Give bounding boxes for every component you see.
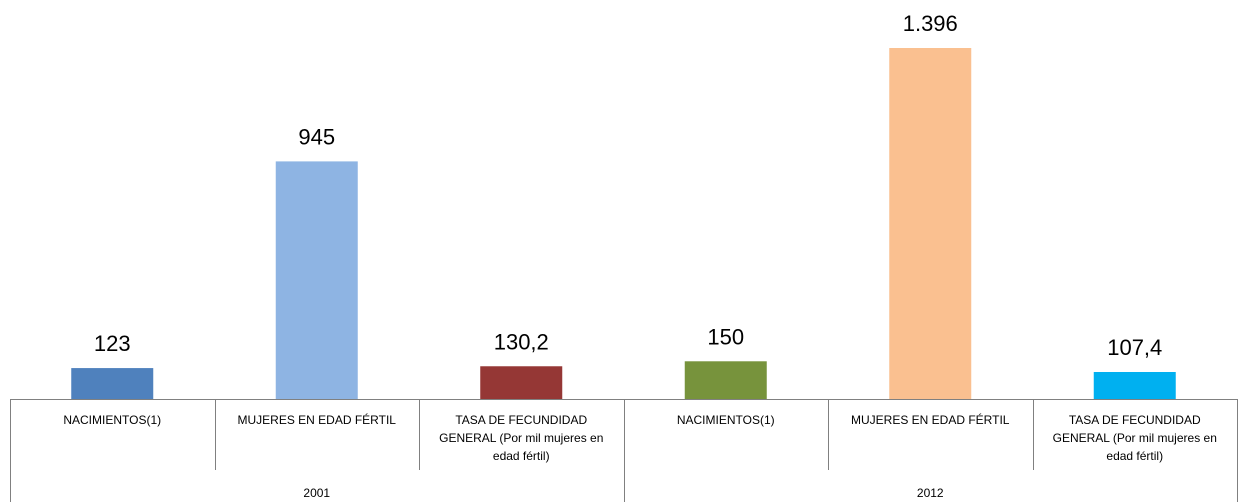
bar — [275, 161, 358, 399]
category-label: NACIMIENTOS(1) — [63, 413, 161, 427]
bar — [71, 368, 154, 399]
category-label: GENERAL (Por mil mujeres en — [439, 431, 603, 445]
data-label: 150 — [707, 324, 744, 349]
data-labels: 123 945 130,2 150 1.396 107,4 — [94, 11, 1162, 360]
category-labels: NACIMIENTOS(1) MUJERES EN EDAD FÉRTIL TASA… — [63, 412, 1217, 463]
data-label: 107,4 — [1107, 335, 1162, 360]
category-label: NACIMIENTOS(1) — [677, 413, 775, 427]
category-label: MUJERES EN EDAD FÉRTIL — [238, 412, 397, 427]
bar — [480, 366, 563, 399]
category-label: GENERAL (Por mil mujeres en — [1053, 431, 1217, 445]
category-label: edad fértil) — [493, 449, 550, 463]
bar — [684, 361, 767, 399]
bar — [889, 48, 972, 399]
category-label: TASA DE FECUNDIDAD — [1069, 413, 1201, 427]
category-label: TASA DE FECUNDIDAD — [455, 413, 587, 427]
data-label: 1.396 — [903, 11, 958, 36]
bars — [71, 48, 1176, 399]
data-label: 945 — [298, 124, 335, 149]
bar — [1093, 371, 1176, 399]
category-label: edad fértil) — [1106, 449, 1163, 463]
group-label: 2001 — [303, 486, 330, 500]
category-axis — [10, 399, 1238, 502]
group-label: 2012 — [917, 486, 944, 500]
data-label: 123 — [94, 331, 131, 356]
data-label: 130,2 — [494, 329, 549, 354]
category-label: MUJERES EN EDAD FÉRTIL — [851, 412, 1010, 427]
group-labels: 2001 2012 — [303, 486, 944, 500]
